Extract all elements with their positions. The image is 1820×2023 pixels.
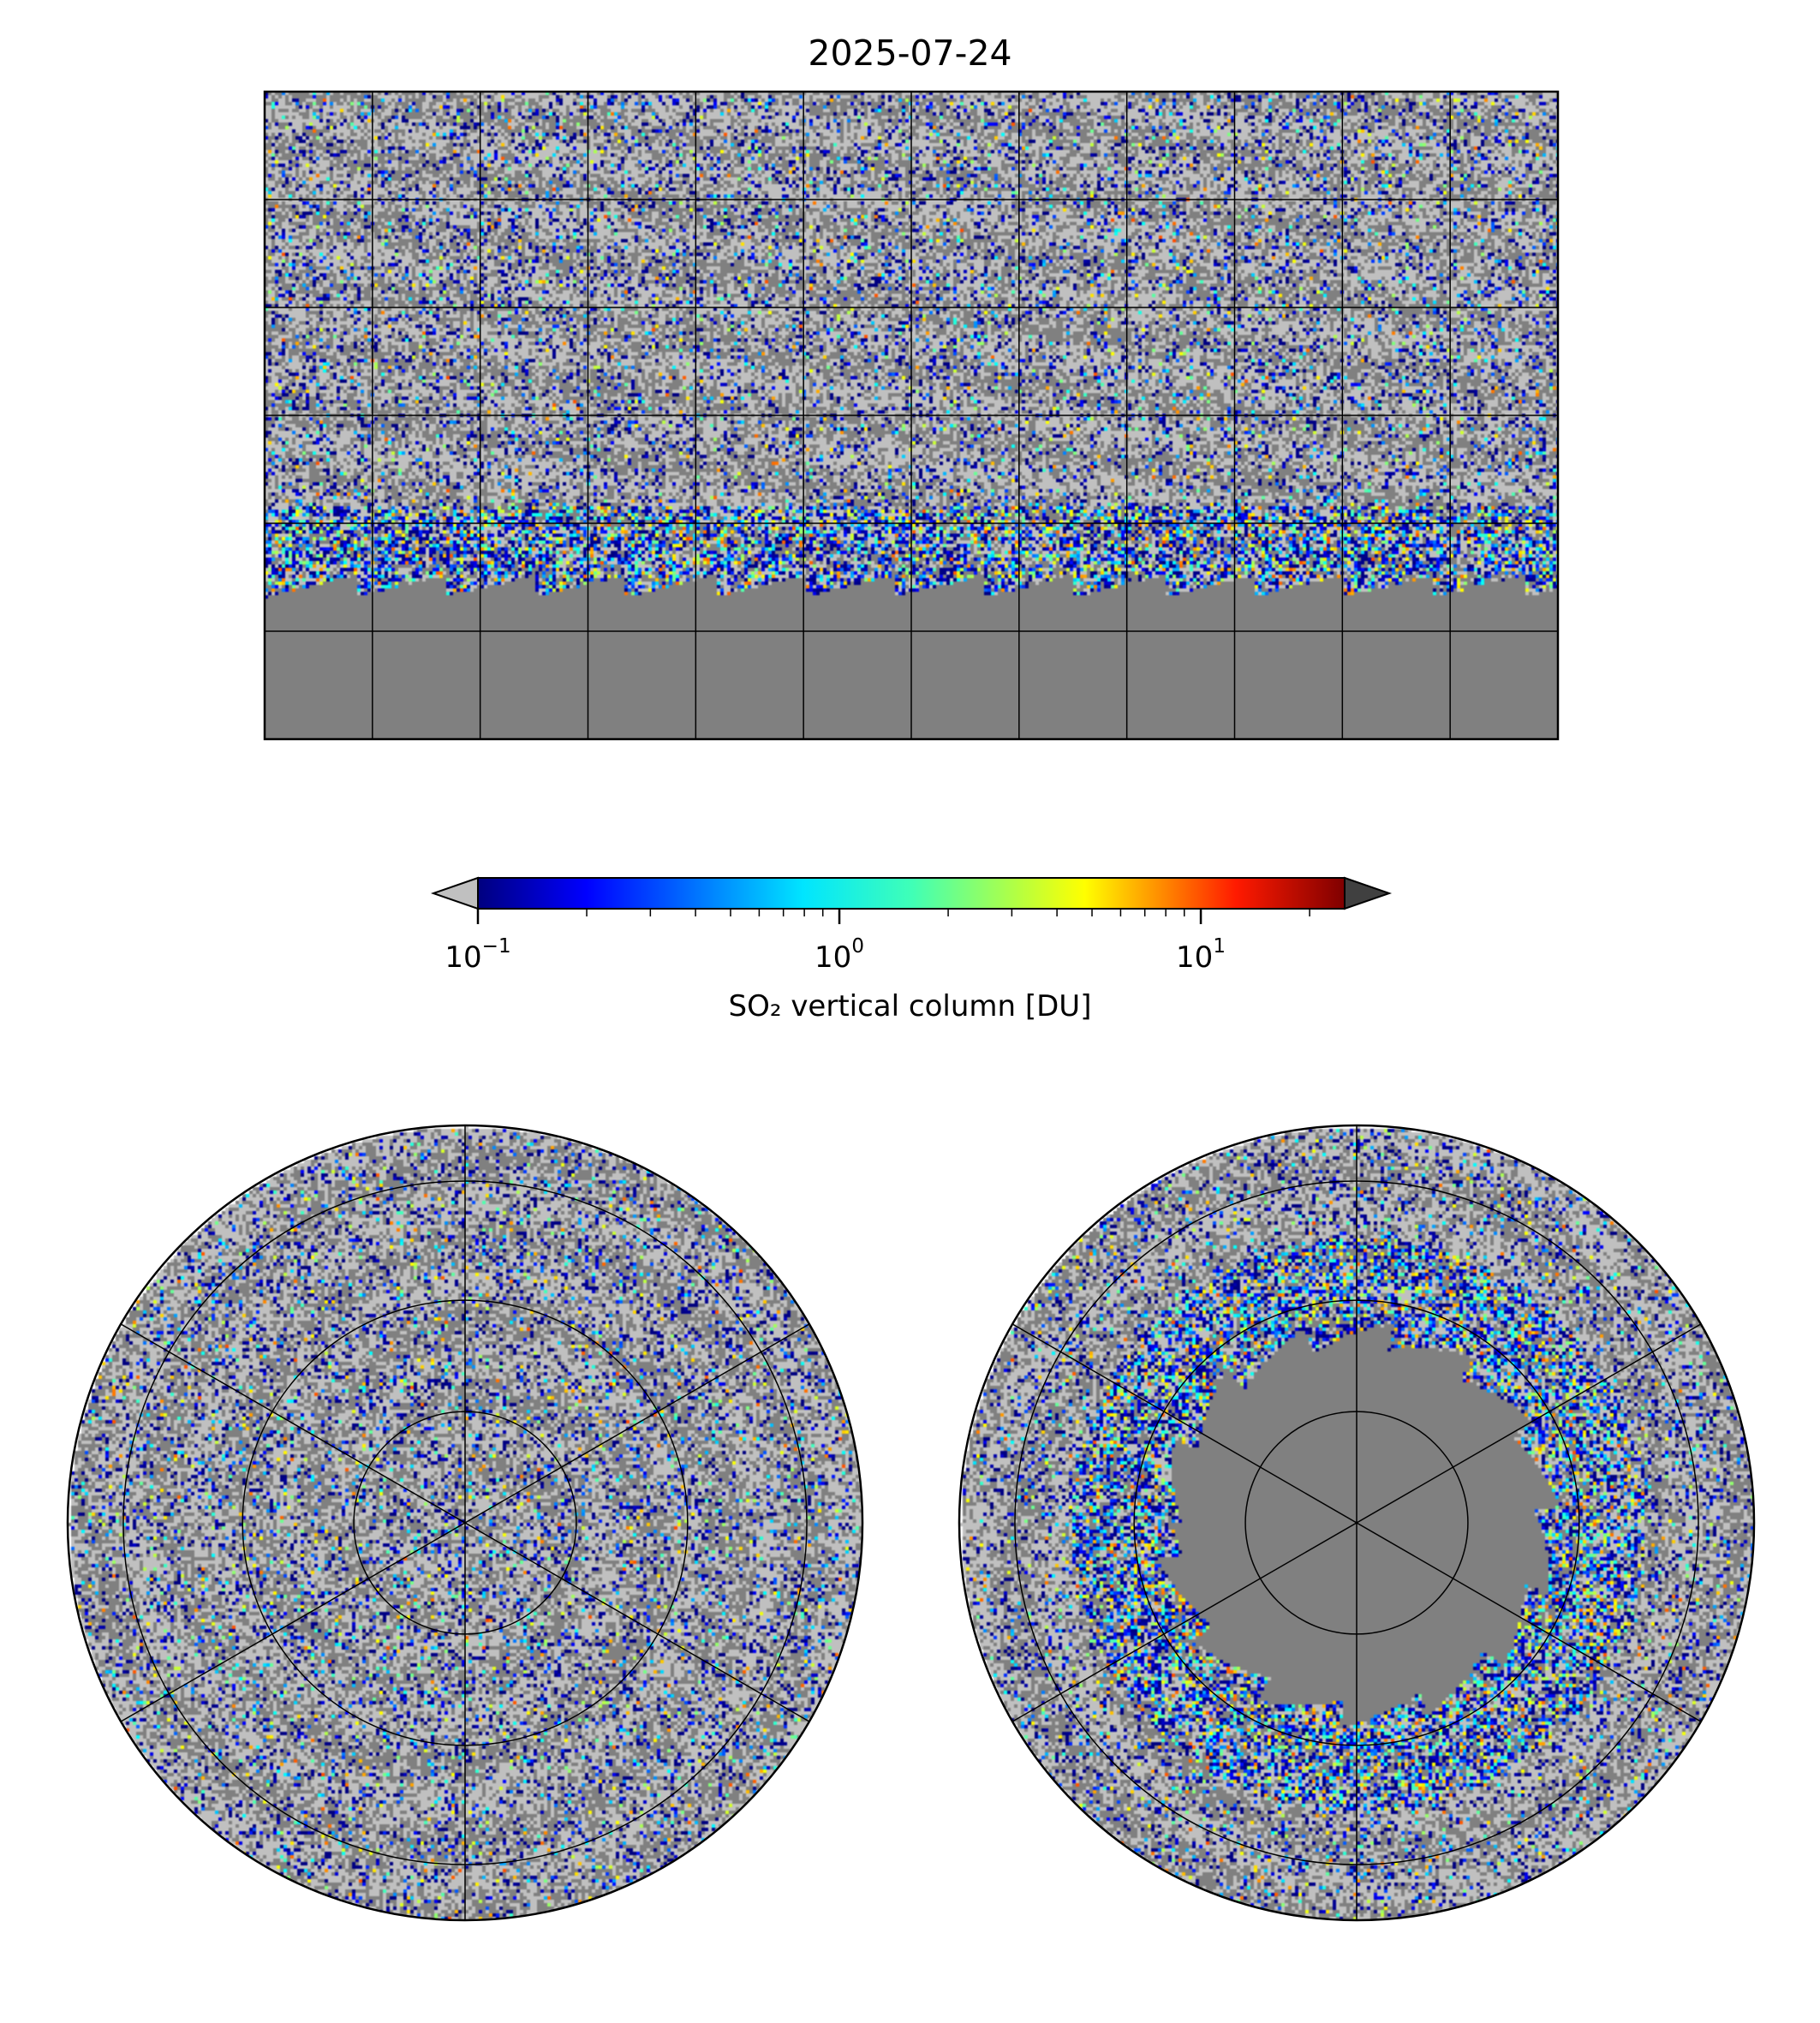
north-polar-gridlines — [66, 1124, 864, 1922]
meridian-line — [120, 1323, 810, 1722]
colorbar — [430, 876, 1393, 924]
polar-map-frame — [66, 1124, 864, 1922]
colorbar-gradient — [477, 877, 1346, 910]
colorbar-tick-label: 100 — [815, 935, 864, 975]
map-frame — [263, 90, 1560, 741]
colorbar-label: SO₂ vertical column [DU] — [728, 989, 1092, 1023]
colorbar-under-extension — [430, 876, 479, 910]
colorbar-over-extension — [1344, 876, 1393, 910]
polar-map-frame — [958, 1124, 1756, 1922]
colorbar-ticks — [476, 909, 1310, 924]
chart-title: 2025-07-24 — [808, 33, 1012, 74]
colorbar-tick-label: 10−1 — [445, 935, 511, 975]
south-polar-gridlines — [958, 1124, 1756, 1922]
colorbar-tick-label: 101 — [1176, 935, 1226, 975]
map-gridlines — [265, 92, 1558, 739]
meridian-line — [1011, 1323, 1702, 1722]
